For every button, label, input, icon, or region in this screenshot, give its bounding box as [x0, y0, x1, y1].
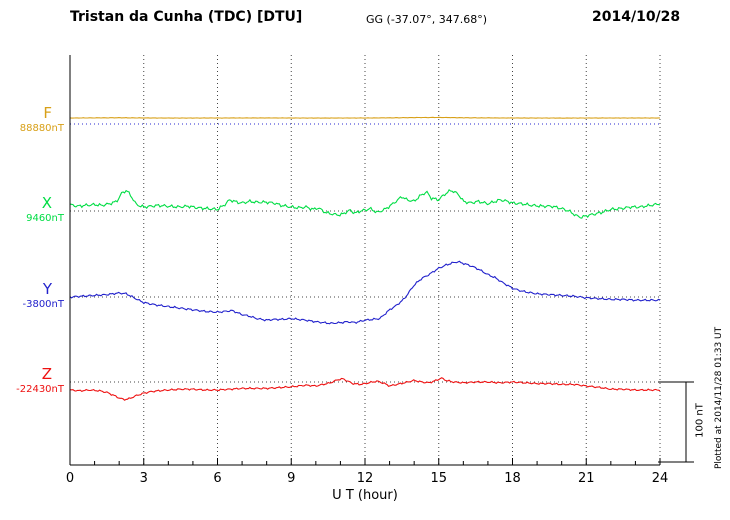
x-axis-label: U T (hour) [332, 488, 398, 503]
series-baseline-Z: -22430nT [16, 384, 64, 395]
plotted-timestamp: Plotted at 2014/11/28 01:33 UT [714, 326, 724, 469]
trace-X [69, 188, 661, 219]
station-coordinates: GG (-37.07°, 347.68°) [366, 13, 488, 26]
series-label-Z: Z -22430nT [0, 366, 64, 396]
series-letter-Z: Z [41, 365, 52, 383]
x-tick-label: 15 [430, 471, 447, 486]
x-tick-label: 6 [213, 471, 221, 486]
x-tick-label: 3 [140, 471, 148, 486]
x-tick-label: 18 [504, 471, 521, 486]
series-letter-Y: Y [42, 280, 52, 298]
series-baseline-F: 88880nT [19, 123, 64, 134]
series-label-F: F 88880nT [0, 105, 64, 135]
scale-bar-label: 100 nT [694, 403, 706, 438]
series-label-X: X 9460nT [0, 195, 64, 225]
x-tick-label: 12 [357, 471, 374, 486]
x-tick-label: 0 [66, 471, 74, 486]
series-letter-X: X [41, 194, 52, 212]
plot-date: 2014/10/28 [592, 9, 681, 25]
x-tick-label: 24 [652, 471, 669, 486]
page-title: Tristan da Cunha (TDC) [DTU] [70, 9, 303, 25]
trace-Z [70, 377, 661, 401]
series-baseline-X: 9460nT [26, 213, 64, 224]
trace-F [69, 116, 661, 119]
x-tick-label: 21 [578, 471, 595, 486]
series-baseline-Y: -3800nT [22, 299, 64, 310]
series-letter-F: F [43, 104, 52, 122]
series-label-Y: Y -3800nT [0, 281, 64, 311]
x-tick-label: 9 [287, 471, 295, 486]
trace-Y [69, 260, 661, 325]
